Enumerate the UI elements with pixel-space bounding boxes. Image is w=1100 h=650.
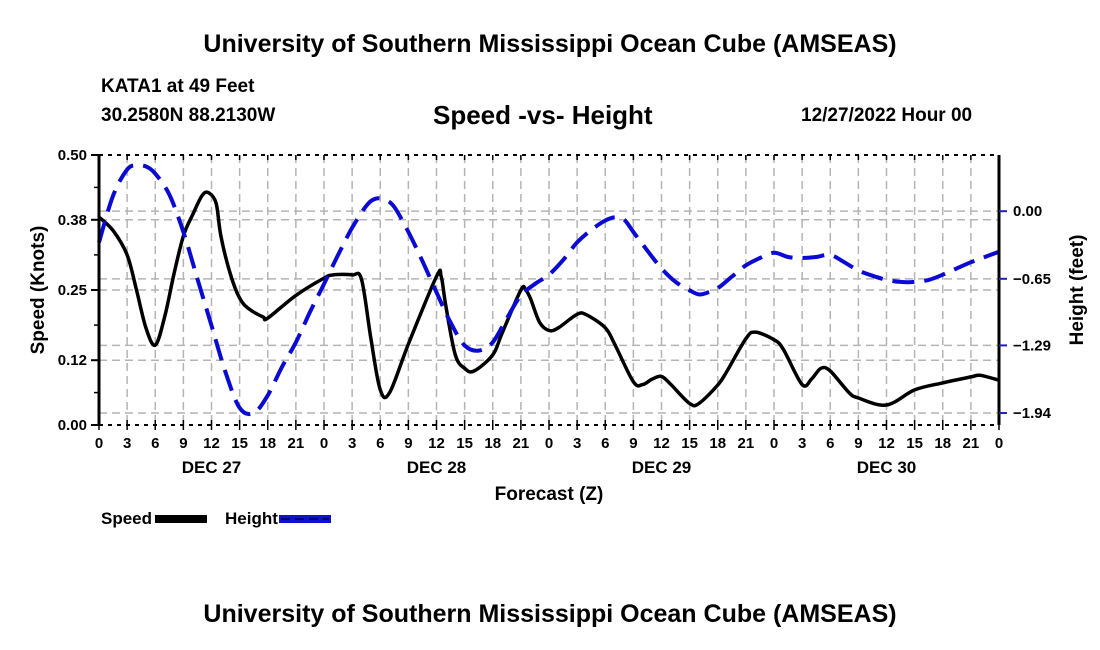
footer-title: University of Southern Mississippi Ocean… [203,600,897,628]
coordinates-label: 30.2580N 88.2130W [101,105,276,126]
y2-tick-label: 0.00 [1013,203,1042,220]
x-tick-label: 6 [151,435,159,452]
x-tick-label: 3 [123,435,131,452]
x-tick-label: 0 [995,435,1003,452]
x-tick-label: 21 [963,435,980,452]
y2-tick-label: −1.29 [1013,337,1051,354]
y-tick-label: 0.38 [58,212,87,229]
y-tick-label: 0.12 [58,352,87,369]
series-line-height [97,163,1000,417]
x-tick-label: 0 [545,435,553,452]
x-tick-label: 18 [484,435,501,452]
series-line-speed [97,190,1000,408]
x-tick-label: 12 [653,435,670,452]
y2-axis-title: Height (feet) [1067,235,1088,346]
y-tick-label: 0.25 [58,282,87,299]
station-label: KATA1 at 49 Feet [101,76,255,97]
x-tick-label: 9 [854,435,862,452]
y-axis-title: Speed (Knots) [28,226,49,355]
main-title: University of Southern Mississippi Ocean… [203,30,897,58]
x-tick-label: 12 [878,435,895,452]
series-lines [97,163,1000,417]
x-tick-label: 3 [798,435,806,452]
x-tick-label: 21 [513,435,530,452]
y-tick-label: 0.50 [58,147,87,164]
x-tick-label: 6 [601,435,609,452]
x-tick-label: 6 [376,435,384,452]
legend-height-swatch [278,515,331,523]
x-tick-label: 15 [906,435,923,452]
x-day-label: DEC 29 [632,458,692,477]
x-tick-label: 6 [826,435,834,452]
x-tick-label: 0 [95,435,103,452]
y-tick-label: 0.00 [58,417,87,434]
x-tick-label: 9 [629,435,637,452]
y2-tick-label: −1.94 [1013,405,1052,422]
x-day-label: DEC 27 [182,458,242,477]
x-axis-title: Forecast (Z) [495,484,604,505]
x-tick-label: 21 [288,435,305,452]
legend-speed-swatch [155,515,208,523]
x-tick-label: 18 [934,435,951,452]
y2-tick-label: −0.65 [1013,271,1051,288]
x-tick-label: 9 [179,435,187,452]
x-day-label: DEC 28 [407,458,467,477]
x-tick-label: 12 [428,435,445,452]
x-tick-label: 21 [738,435,755,452]
chart-title: Speed -vs- Height [433,100,653,130]
run-time-label: 12/27/2022 Hour 00 [801,105,973,126]
x-tick-label: 0 [320,435,328,452]
x-tick-label: 18 [709,435,726,452]
legend-height-label: Height [225,509,278,528]
x-tick-label: 3 [348,435,356,452]
legend: Speed Height [101,509,331,529]
axes [91,154,1007,430]
x-tick-label: 0 [770,435,778,452]
x-day-label: DEC 30 [857,458,917,477]
x-tick-label: 15 [231,435,248,452]
grid-lines [99,155,999,425]
x-tick-label: 18 [259,435,276,452]
x-tick-label: 3 [573,435,581,452]
x-tick-label: 15 [681,435,698,452]
x-tick-label: 15 [456,435,473,452]
x-tick-label: 9 [404,435,412,452]
axis-labels: 0 3 6 9 12 15 18 21 0 3 6 9 12 15 18 21 0 3 6 9 12 15 18 21 0 3 6 9… [28,147,1088,505]
x-tick-label: 12 [203,435,220,452]
legend-speed-label: Speed [101,509,153,528]
